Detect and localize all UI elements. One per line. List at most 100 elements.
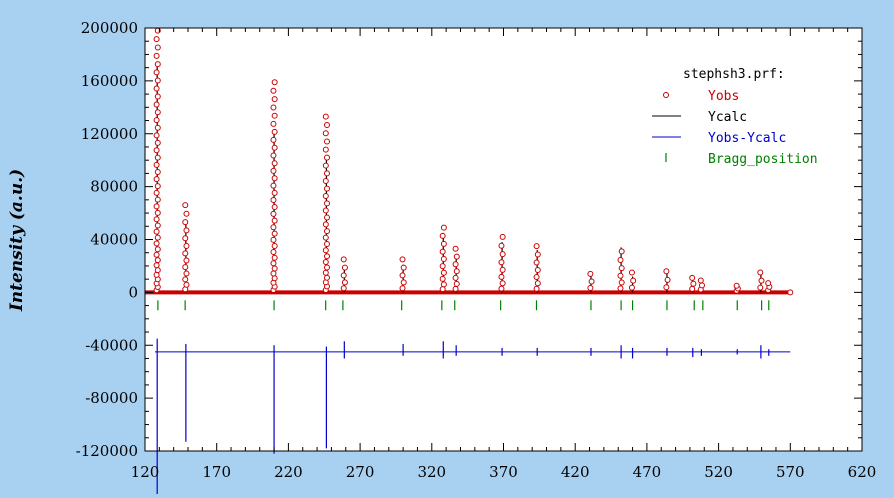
legend-title: stephsh3.prf:: [683, 67, 785, 82]
yobs-point: [733, 282, 740, 289]
yobs-point: [587, 270, 594, 277]
yobs-point: [271, 96, 278, 103]
yobs-point: [153, 189, 160, 196]
yobs-point: [697, 277, 704, 284]
yobs-point: [534, 267, 541, 274]
yobs-point: [440, 269, 447, 276]
yobs-point: [153, 240, 160, 247]
yobs-point: [663, 284, 670, 291]
yobs-point: [340, 256, 347, 263]
yobs-point: [271, 160, 278, 167]
yobs-point: [154, 61, 161, 68]
yobs-point: [322, 269, 329, 276]
y-tick-label: -40000: [85, 336, 138, 354]
yobs-point: [618, 248, 625, 255]
y-tick-label: -80000: [85, 389, 138, 407]
x-tick-label: 320: [417, 463, 446, 481]
yobs-point: [588, 278, 595, 285]
yobs-point: [154, 209, 161, 216]
x-tick-label: 120: [131, 463, 160, 481]
yobs-point: [322, 258, 329, 265]
yobs-point: [400, 264, 407, 271]
y-tick-label: 160000: [81, 72, 138, 90]
yobs-point: [758, 277, 765, 284]
yobs-point: [689, 274, 696, 281]
yobs-point: [154, 246, 161, 253]
yobs-point: [324, 154, 331, 161]
x-tick-label: 520: [704, 463, 733, 481]
yobs-point: [153, 228, 160, 235]
yobs-point: [154, 183, 161, 190]
yobs-point: [271, 175, 278, 182]
legend-label: Yobs-Ycalc: [708, 131, 786, 146]
yobs-point: [154, 154, 161, 161]
yobs-point: [182, 202, 189, 209]
yobs-point: [322, 146, 329, 153]
yobs-point: [618, 265, 625, 272]
x-tick-label: 620: [848, 463, 877, 481]
yobs-point: [153, 101, 160, 108]
yobs-point: [182, 276, 189, 283]
yobs-point: [533, 259, 540, 266]
yobs-point: [452, 245, 459, 252]
x-tick-label: 270: [346, 463, 375, 481]
yobs-point: [439, 232, 446, 239]
yobs-point: [270, 224, 277, 231]
yobs-point: [440, 281, 447, 288]
x-tick-label: 170: [202, 463, 231, 481]
yobs-point: [182, 219, 189, 226]
yobs-point: [270, 197, 277, 204]
legend-label: Bragg_position: [708, 152, 818, 167]
yobs-point: [271, 112, 278, 119]
x-axis: 120 170 220 270 320 370 420 470 520 570 620: [131, 28, 877, 481]
yobs-point: [153, 132, 160, 139]
yobs-point: [322, 207, 329, 214]
yobs-point: [270, 270, 277, 277]
yobs-point: [322, 234, 329, 241]
yobs-point: [270, 120, 277, 127]
yobs-point: [322, 130, 329, 137]
yobs-point: [271, 79, 278, 86]
yobs-point: [270, 260, 277, 267]
y-tick-label: 200000: [81, 19, 138, 37]
yobs-point: [324, 185, 331, 192]
yobs-point: [271, 189, 278, 196]
yobs-point: [399, 256, 406, 263]
yobs-point: [533, 285, 540, 292]
legend-label: Yobs: [708, 89, 739, 104]
legend-marker-yobs: [663, 92, 669, 98]
yobs-point: [617, 272, 624, 279]
yobs-point: [757, 284, 764, 291]
yobs-point: [270, 167, 277, 174]
yobs-point: [324, 138, 331, 145]
yobs-point: [182, 264, 189, 271]
yobs-point: [153, 176, 160, 183]
yobs-point: [153, 52, 160, 59]
yobs-point: [324, 241, 331, 248]
yobs-point: [154, 169, 161, 176]
yobs-point: [439, 248, 446, 255]
yobs-point: [439, 263, 446, 270]
yobs-point: [453, 268, 460, 275]
yobs-point: [452, 274, 459, 281]
yobs-point: [153, 69, 160, 76]
yobs-point: [271, 204, 278, 211]
yobs-point: [270, 210, 277, 217]
yobs-point: [183, 227, 190, 234]
yobs-point: [183, 257, 190, 264]
yobs-point: [322, 178, 329, 185]
yobs-point: [765, 280, 772, 287]
yobs-point: [324, 121, 331, 128]
yobs-point: [617, 257, 624, 264]
yobs-point: [183, 242, 190, 249]
y-tick-label: -120000: [76, 442, 138, 460]
yobs-point: [663, 268, 670, 275]
yobs-point: [628, 284, 635, 291]
yobs-point: [271, 243, 278, 250]
yobs-point: [153, 117, 160, 124]
yobs-point: [154, 93, 161, 100]
yobs-point: [587, 284, 594, 291]
yobs-point: [533, 273, 540, 280]
yobs-point: [440, 256, 447, 263]
